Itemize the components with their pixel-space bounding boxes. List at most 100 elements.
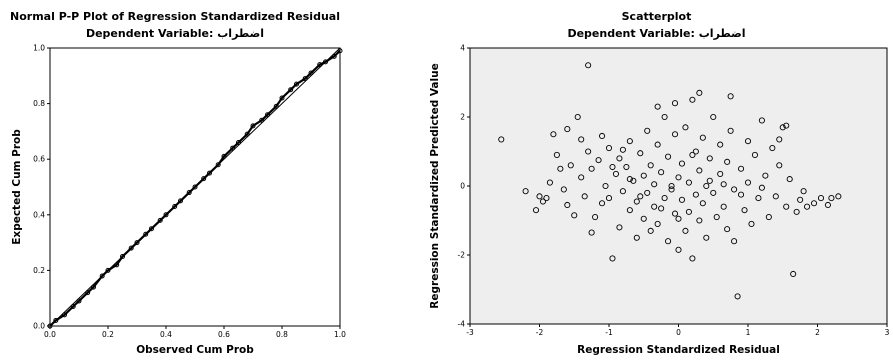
data-point (689, 96, 696, 103)
data-point (671, 210, 679, 217)
data-point (824, 201, 831, 209)
x-tick-label: -1 (605, 328, 613, 337)
data-point (543, 195, 550, 202)
y-tick-label: 0.4 (33, 210, 45, 219)
data-point (640, 172, 647, 179)
data-point (783, 203, 790, 210)
data-point (710, 189, 717, 196)
data-point (626, 207, 633, 214)
chart-title: Normal P-P Plot of Regression Standardiz… (10, 10, 340, 23)
y-tick-label: 0.6 (33, 155, 45, 164)
y-tick-label: 1.0 (33, 44, 45, 53)
data-point (273, 103, 279, 109)
data-point (703, 182, 710, 190)
data-point (786, 176, 793, 183)
data-point (536, 193, 543, 200)
data-point (689, 255, 696, 262)
data-point (828, 195, 835, 202)
data-point (710, 113, 717, 121)
data-point (99, 273, 105, 279)
y-tick-label: -2 (458, 251, 466, 260)
data-point (588, 229, 595, 236)
data-point (53, 317, 59, 323)
data-point (588, 165, 595, 172)
y-tick-label: 2 (460, 113, 465, 122)
data-point (640, 215, 647, 222)
data-point (279, 95, 285, 101)
data-point (647, 227, 654, 234)
plot-area (469, 47, 888, 325)
data-point (651, 203, 658, 210)
data-point (557, 165, 564, 172)
data-point (699, 134, 706, 141)
data-point (776, 136, 783, 143)
series-line (49, 50, 341, 327)
data-point (682, 227, 689, 234)
data-point (727, 93, 734, 100)
data-point (592, 213, 599, 221)
data-point (317, 62, 323, 68)
data-point (744, 138, 752, 145)
data-point (724, 226, 731, 233)
data-point (178, 198, 183, 204)
x-tick-label: -3 (466, 328, 474, 337)
data-point (727, 127, 734, 134)
data-point (605, 195, 613, 202)
data-point (626, 176, 633, 183)
y-tick-label: -4 (458, 320, 466, 329)
y-tick-label: 0.0 (33, 322, 45, 331)
data-point (619, 146, 626, 153)
data-point (835, 193, 842, 200)
data-point (91, 284, 96, 290)
data-point (546, 179, 553, 186)
data-point (114, 262, 120, 268)
data-point (647, 162, 654, 169)
data-point (574, 113, 581, 121)
x-tick-label: -2 (536, 328, 544, 337)
pp-plot-svg: Normal P-P Plot of Regression Standardiz… (10, 10, 346, 356)
data-point (598, 132, 606, 140)
data-point (630, 177, 637, 184)
y-tick-label: 4 (460, 44, 465, 53)
data-point (186, 190, 192, 196)
data-point (713, 213, 720, 221)
data-point (581, 193, 588, 200)
data-point (678, 196, 686, 203)
data-point (163, 212, 169, 218)
data-point (758, 117, 765, 124)
data-point (724, 158, 731, 165)
data-point (633, 234, 640, 241)
data-point (337, 48, 343, 54)
data-point (699, 200, 706, 207)
data-point (797, 196, 804, 203)
data-point (706, 177, 713, 184)
data-point (76, 298, 82, 304)
data-point (560, 186, 567, 193)
data-point (765, 213, 772, 221)
data-point (762, 172, 769, 179)
data-point (644, 127, 651, 134)
y-axis-label: Regression Standardized Predicted Value (429, 63, 441, 308)
data-point (748, 220, 755, 227)
data-point (720, 203, 727, 210)
data-point (661, 195, 668, 202)
data-point (793, 208, 800, 215)
data-point (696, 89, 703, 96)
data-point (564, 126, 571, 133)
data-point (755, 195, 762, 202)
data-point (654, 220, 661, 227)
data-point (331, 53, 337, 59)
data-point (741, 207, 748, 214)
data-point (120, 254, 125, 259)
data-point (637, 193, 644, 200)
data-point (619, 188, 626, 195)
x-tick-label: 2 (815, 328, 820, 337)
data-point (737, 191, 745, 198)
data-point (758, 184, 765, 191)
scatterplot-chart: Scatterplot Dependent Variable: اضطراب -3-… (420, 0, 893, 356)
data-point (675, 215, 682, 222)
chart-subtitle: Dependent Variable: اضطراب (567, 27, 745, 40)
data-point (143, 231, 149, 237)
data-point (685, 208, 692, 215)
data-point (539, 198, 547, 205)
